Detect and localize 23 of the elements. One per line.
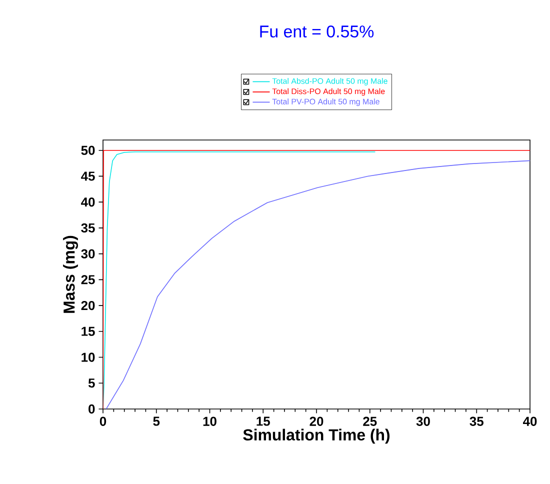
y-tick-label: 50 bbox=[81, 146, 95, 155]
x-tick-label: 5 bbox=[153, 416, 160, 426]
x-tick-label: 20 bbox=[310, 416, 324, 426]
x-tick-label: 30 bbox=[416, 416, 430, 426]
y-tick-label: 40 bbox=[81, 197, 95, 207]
x-tick-label: 35 bbox=[470, 416, 484, 426]
x-tick-label: 40 bbox=[523, 416, 537, 426]
x-tick-label: 15 bbox=[256, 416, 270, 426]
y-axis-title: Mass (mg) bbox=[63, 236, 78, 313]
y-tick-label: 5 bbox=[88, 378, 95, 388]
y-tick-label: 0 bbox=[88, 404, 95, 414]
x-axis-title: Simulation Time (h) bbox=[243, 428, 390, 444]
y-tick-label: 35 bbox=[81, 223, 95, 233]
y-tick-label: 30 bbox=[81, 249, 95, 258]
y-tick-label: 45 bbox=[81, 172, 95, 181]
x-tick-label: 10 bbox=[203, 416, 216, 426]
y-tick-label: 15 bbox=[82, 326, 95, 336]
y-tick-label: 10 bbox=[82, 352, 95, 362]
y-tick-label: 25 bbox=[81, 275, 95, 284]
chart-title: Fu ent = 0.55% bbox=[260, 26, 374, 38]
y-tick-label: 20 bbox=[81, 300, 95, 310]
x-tick-label: 0 bbox=[100, 416, 106, 426]
x-tick-label: 25 bbox=[363, 416, 377, 426]
